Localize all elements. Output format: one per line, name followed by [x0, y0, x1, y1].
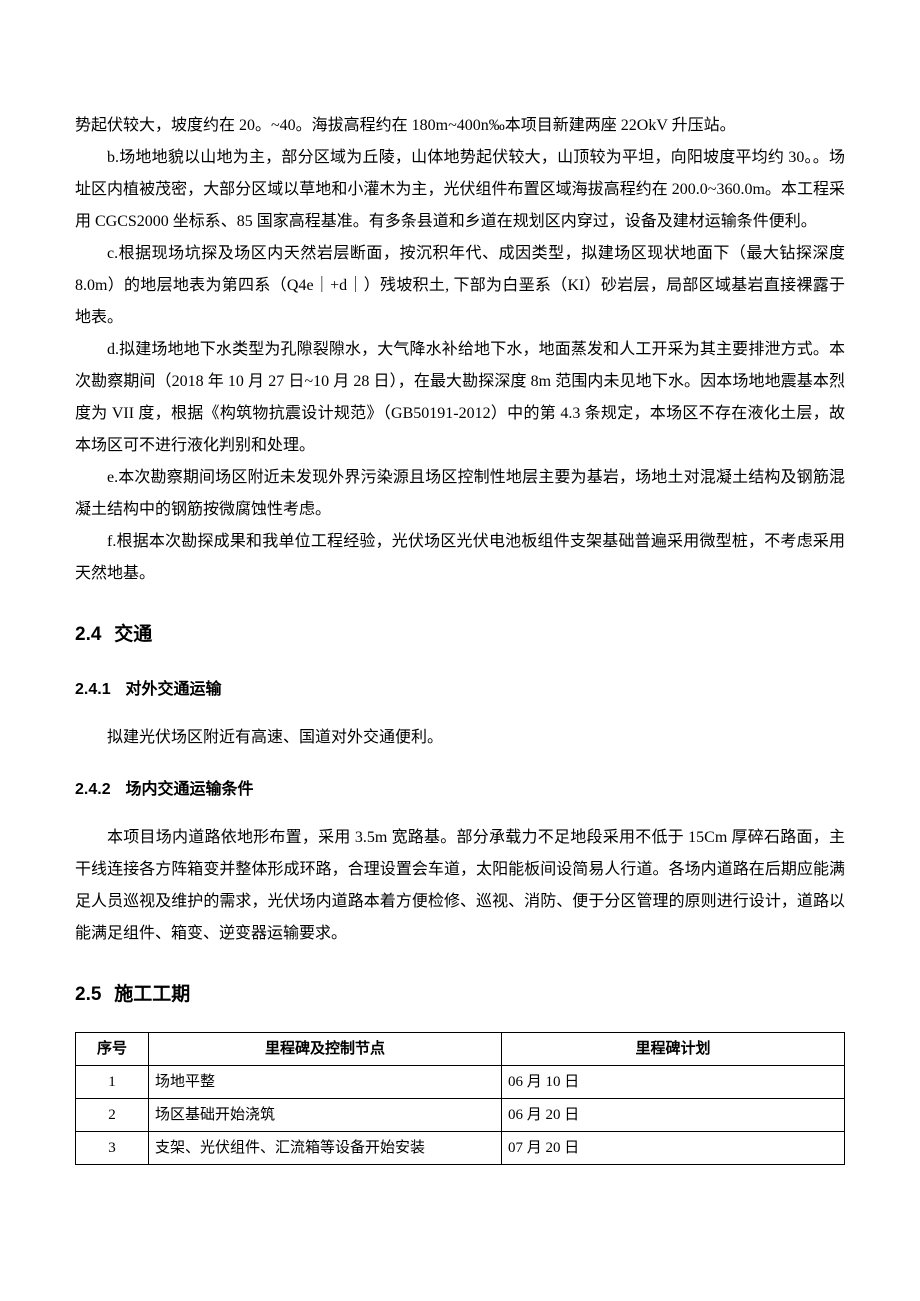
heading-number: 2.5	[75, 976, 109, 1014]
table-row: 2 场区基础开始浇筑 06 月 20 日	[76, 1099, 845, 1132]
table-header-row: 序号 里程碑及控制节点 里程碑计划	[76, 1033, 845, 1066]
table-head: 序号 里程碑及控制节点 里程碑计划	[76, 1033, 845, 1066]
th-milestone: 里程碑及控制节点	[149, 1033, 502, 1066]
page: 势起伏较大，坡度约在 20。~40。海拔高程约在 180m~400n‰本项目新建…	[0, 0, 920, 1225]
table-row: 1 场地平整 06 月 10 日	[76, 1066, 845, 1099]
para-b: b.场地地貌以山地为主，部分区域为丘陵，山体地势起伏较大，山顶较为平坦，向阳坡度…	[75, 142, 845, 238]
th-index: 序号	[76, 1033, 149, 1066]
cell-date: 07 月 20 日	[502, 1132, 845, 1165]
schedule-table: 序号 里程碑及控制节点 里程碑计划 1 场地平整 06 月 10 日 2 场区基…	[75, 1032, 845, 1165]
para-242: 本项目场内道路依地形布置，采用 3.5m 宽路基。部分承载力不足地段采用不低于 …	[75, 822, 845, 950]
table-body: 1 场地平整 06 月 10 日 2 场区基础开始浇筑 06 月 20 日 3 …	[76, 1066, 845, 1165]
cell-date: 06 月 20 日	[502, 1099, 845, 1132]
cell-date: 06 月 10 日	[502, 1066, 845, 1099]
heading-2-5: 2.5 施工工期	[75, 976, 845, 1014]
para-c: c.根据现场坑探及场区内天然岩层断面，按沉积年代、成因类型，拟建场区现状地面下（…	[75, 238, 845, 334]
para-241: 拟建光伏场区附近有高速、国道对外交通便利。	[75, 722, 845, 754]
para-a-cont: 势起伏较大，坡度约在 20。~40。海拔高程约在 180m~400n‰本项目新建…	[75, 110, 845, 142]
cell-index: 2	[76, 1099, 149, 1132]
th-plan: 里程碑计划	[502, 1033, 845, 1066]
heading-2-4: 2.4 交通	[75, 616, 845, 654]
heading-title: 交通	[114, 624, 152, 645]
cell-milestone: 场区基础开始浇筑	[149, 1099, 502, 1132]
cell-index: 1	[76, 1066, 149, 1099]
cell-index: 3	[76, 1132, 149, 1165]
heading-title: 对外交通运输	[125, 681, 221, 698]
heading-title: 施工工期	[114, 984, 190, 1005]
table-row: 3 支架、光伏组件、汇流箱等设备开始安装 07 月 20 日	[76, 1132, 845, 1165]
heading-number: 2.4.2	[75, 774, 121, 806]
para-f: f.根据本次勘探成果和我单位工程经验，光伏场区光伏电池板组件支架基础普遍采用微型…	[75, 526, 845, 590]
heading-2-4-1: 2.4.1 对外交通运输	[75, 674, 845, 706]
heading-number: 2.4	[75, 616, 109, 654]
heading-number: 2.4.1	[75, 674, 121, 706]
heading-title: 场内交通运输条件	[125, 781, 253, 798]
cell-milestone: 场地平整	[149, 1066, 502, 1099]
heading-2-4-2: 2.4.2 场内交通运输条件	[75, 774, 845, 806]
para-e: e.本次勘察期间场区附近未发现外界污染源且场区控制性地层主要为基岩，场地土对混凝…	[75, 462, 845, 526]
para-d: d.拟建场地地下水类型为孔隙裂隙水，大气降水补给地下水，地面蒸发和人工开采为其主…	[75, 334, 845, 462]
cell-milestone: 支架、光伏组件、汇流箱等设备开始安装	[149, 1132, 502, 1165]
